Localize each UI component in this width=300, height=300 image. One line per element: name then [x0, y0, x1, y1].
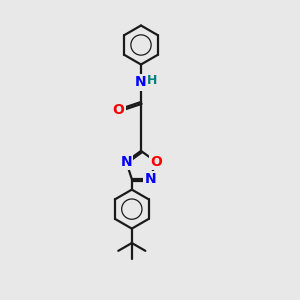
Text: N: N — [135, 76, 147, 89]
Text: N: N — [120, 155, 132, 169]
Text: H: H — [147, 74, 158, 88]
Text: O: O — [150, 155, 162, 169]
Text: N: N — [144, 172, 156, 186]
Text: O: O — [112, 103, 124, 116]
